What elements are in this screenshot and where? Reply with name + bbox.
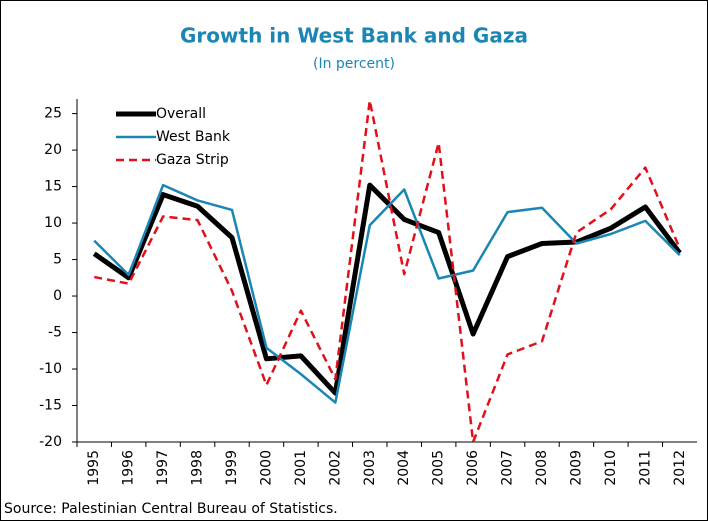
x-tick-label: 2003 <box>362 450 378 486</box>
y-tick-label: -10 <box>39 361 62 377</box>
source: Source: Palestinian Central Bureau of St… <box>4 501 338 517</box>
legend-label: West Bank <box>156 129 231 145</box>
y-tick-label: 0 <box>53 288 62 304</box>
x-tick-label: 2000 <box>258 450 274 486</box>
series-line <box>93 183 681 404</box>
y-tick-label: -15 <box>39 398 62 414</box>
y-tick-label: 5 <box>53 252 62 268</box>
y-tick-label: -5 <box>48 325 62 341</box>
x-tick-label: 1995 <box>86 450 102 486</box>
y-tick-label: 20 <box>44 142 62 158</box>
x-tick-label: 2011 <box>637 450 653 486</box>
x-tick-label: 2012 <box>672 450 688 486</box>
y-tick-label: -20 <box>39 434 62 450</box>
legend-label: Overall <box>156 106 206 122</box>
x-tick-label: 2008 <box>534 450 550 486</box>
x-tick-label: 1997 <box>155 450 171 486</box>
legend-label: Gaza Strip <box>156 152 229 168</box>
y-tick-label: 15 <box>44 179 62 195</box>
series-line <box>93 99 681 444</box>
x-tick-label: 2005 <box>431 450 447 486</box>
x-tick-label: 2009 <box>568 450 584 486</box>
x-tick-label: 2010 <box>603 450 619 486</box>
x-tick-label: 2002 <box>327 450 343 486</box>
series-line <box>92 182 682 396</box>
chart-title: Growth in West Bank and Gaza <box>180 24 528 48</box>
x-tick-label: 1999 <box>224 450 240 486</box>
y-tick-label: 25 <box>44 106 62 122</box>
y-tick-label: 10 <box>44 215 62 231</box>
x-tick-label: 2007 <box>500 450 516 486</box>
x-tick-label: 2006 <box>465 450 481 486</box>
x-tick-label: 1996 <box>121 450 137 486</box>
x-tick-label: 1998 <box>190 450 206 486</box>
chart-subtitle: (In percent) <box>313 56 395 72</box>
x-tick-label: 2001 <box>293 450 309 486</box>
x-tick-label: 2004 <box>396 450 412 486</box>
